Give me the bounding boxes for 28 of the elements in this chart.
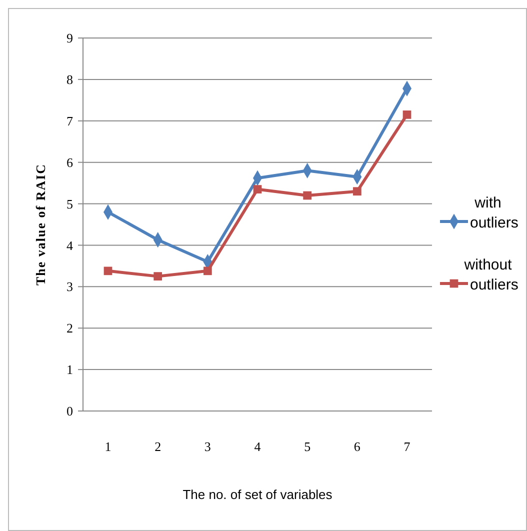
- legend-label: without outliers: [463, 256, 518, 294]
- point: [203, 266, 212, 276]
- x-tick-label: 4: [254, 439, 262, 454]
- y-tick-label: 6: [66, 154, 74, 170]
- point: [352, 187, 362, 196]
- point: [303, 191, 312, 200]
- y-tick-label: 0: [66, 404, 73, 419]
- y-axis-title: The value of RAIC: [33, 163, 48, 286]
- point: [104, 266, 112, 276]
- y-tick-label: 1: [66, 362, 73, 378]
- x-tick-label: 2: [154, 439, 162, 454]
- y-tick-label: 3: [66, 279, 73, 294]
- point: [253, 185, 262, 194]
- y-tick-label: 5: [66, 196, 73, 212]
- point: [154, 272, 162, 280]
- y-tick-label: 9: [66, 30, 73, 46]
- legend-label: with outliers: [470, 194, 518, 232]
- y-tick-label: 4: [66, 238, 74, 253]
- point: [402, 110, 412, 119]
- y-tick-label: 2: [66, 320, 73, 336]
- y-tick-label: 7: [66, 113, 74, 128]
- x-tick-label: 7: [404, 439, 411, 454]
- x-tick-label: 5: [304, 439, 311, 454]
- x-tick-label: 6: [354, 439, 361, 454]
- x-tick-label: 3: [204, 439, 211, 454]
- x-axis-title: The no. of set of variables: [182, 487, 333, 502]
- x-tick-label: 1: [104, 439, 112, 454]
- y-tick-label: 8: [66, 72, 73, 87]
